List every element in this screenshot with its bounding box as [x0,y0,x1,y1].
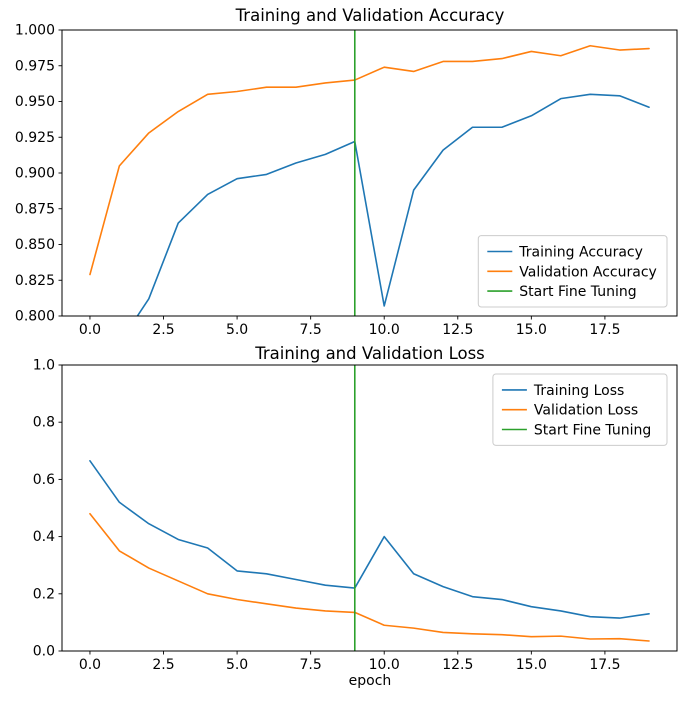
legend-label-training-loss: Training Loss [533,383,624,399]
series-line-validation-accuracy [89,44,650,276]
x-tick-label: 10.0 [369,322,400,338]
series-line-validation-loss [89,512,650,642]
x-tick-label: 7.5 [300,657,322,673]
y-tick-label: 0.850 [15,237,55,253]
x-tick-label: 2.5 [152,322,174,338]
legend-label-start-fine-tuning: Start Fine Tuning [534,423,651,439]
y-tick-label: 0.2 [33,586,55,602]
x-tick-label: 17.5 [589,657,620,673]
legend-label-training-accuracy: Training Accuracy [518,245,643,261]
loss-x-axis-label: epoch [349,673,392,689]
loss-chart-title: Training and Validation Loss [254,344,485,363]
y-tick-label: 0.800 [15,309,55,325]
y-tick-label: 0.875 [15,201,55,217]
loss-chart: Training and Validation Loss 0.0 2.5 5.0 7.… [0,344,689,701]
y-tick-label: 1.000 [15,23,55,39]
accuracy-plot-area: 0.0 2.5 5.0 7.5 10.0 12.5 15.0 17.5 0.800 0.825 0.… [15,23,678,338]
x-tick-label: 10.0 [369,657,400,673]
plot-border [61,29,678,317]
x-tick-label: 2.5 [152,657,174,673]
y-tick-label: 0.950 [15,94,55,110]
x-tick-label: 12.5 [442,657,473,673]
legend-frame [477,235,668,308]
legend-label-validation-loss: Validation Loss [534,403,638,419]
series-line-training-loss [89,460,650,619]
legend-label-start-fine-tuning: Start Fine Tuning [519,284,636,300]
accuracy-chart-svg: Training and Validation Accuracy 0.0 2.5 5… [15,6,678,338]
y-tick-label: 0.4 [33,529,55,545]
legend-label-validation-accuracy: Validation Accuracy [519,264,657,280]
legend: Training Accuracy Validation Accuracy Star… [477,235,668,308]
y-tick-label: 0.925 [15,130,55,146]
x-tick-label: 15.0 [516,322,547,338]
x-tick-label: 5.0 [226,322,248,338]
y-tick-label: 0.825 [15,273,55,289]
y-tick-label: 0.6 [33,472,55,488]
x-tick-label: 15.0 [516,657,547,673]
x-tick-label: 12.5 [442,322,473,338]
accuracy-chart: Training and Validation Accuracy 0.0 2.5 5… [0,0,689,344]
x-tick-label: 17.5 [589,322,620,338]
legend-frame [492,373,668,446]
legend: Training Loss Validation Loss Start Fine T… [492,373,668,446]
accuracy-chart-title: Training and Validation Accuracy [235,6,505,25]
x-tick-label: 5.0 [226,657,248,673]
y-tick-label: 0.900 [15,166,55,182]
y-tick-label: 0.975 [15,58,55,74]
x-tick-label: 7.5 [300,322,322,338]
x-tick-label: 0.0 [79,657,101,673]
y-tick-label: 1.0 [33,358,55,374]
loss-chart-svg: Training and Validation Loss 0.0 2.5 5.0 7.… [33,344,678,689]
y-tick-label: 0.8 [33,415,55,431]
loss-plot-area: 0.0 2.5 5.0 7.5 10.0 12.5 15.0 17.5 0.0 0.2 0.4 0.6… [33,358,678,673]
series-line-training-accuracy [136,93,650,316]
x-tick-label: 0.0 [79,322,101,338]
y-tick-label: 0.0 [33,644,55,660]
plot-border [61,364,678,652]
